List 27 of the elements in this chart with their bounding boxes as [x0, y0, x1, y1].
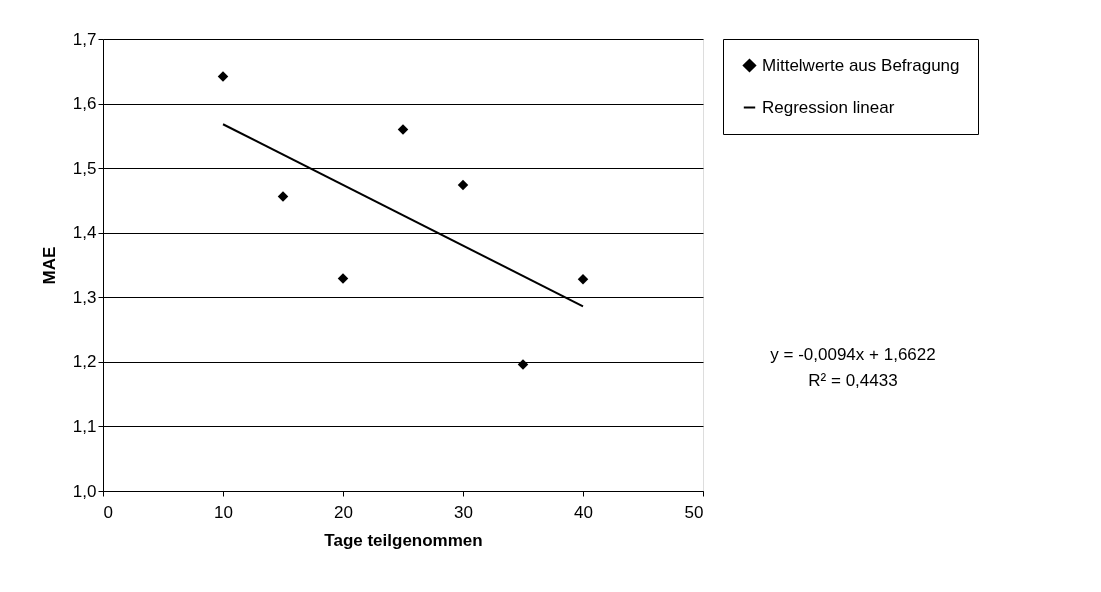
y-tick-label: 1,6: [72, 94, 97, 114]
x-tick-label: 40: [574, 502, 593, 522]
y-tick-label: 1,0: [72, 481, 97, 501]
y-tick-label: 1,5: [72, 158, 97, 178]
y-tick-label: 1,3: [72, 287, 97, 307]
x-tick-label: 0: [103, 502, 113, 522]
y-axis-title: MAE: [39, 246, 59, 285]
y-tick-label: 1,7: [72, 29, 97, 49]
x-tick-label: 20: [334, 502, 353, 522]
y-tick-label: 1,4: [72, 223, 97, 243]
legend-label: Mittelwerte aus Befragung: [762, 55, 960, 75]
legend-label: Regression linear: [762, 97, 895, 117]
point: [577, 273, 589, 285]
x-tick-label: 10: [214, 502, 233, 522]
point: [217, 71, 229, 82]
x-tick-label: 30: [454, 502, 473, 522]
y-tick-label: 1,1: [72, 416, 97, 436]
x-tick-label: 50: [684, 502, 704, 522]
text: y = -0,0094x + 1,6622: [770, 345, 936, 365]
point: [337, 273, 349, 284]
point: [457, 179, 469, 191]
point: [397, 124, 409, 135]
text: R² = 0,4433: [808, 371, 898, 391]
point: [517, 359, 529, 370]
point: [277, 191, 289, 202]
y-tick-label: 1,2: [72, 352, 97, 372]
x-axis-title: Tage teilgenommen: [324, 530, 483, 550]
